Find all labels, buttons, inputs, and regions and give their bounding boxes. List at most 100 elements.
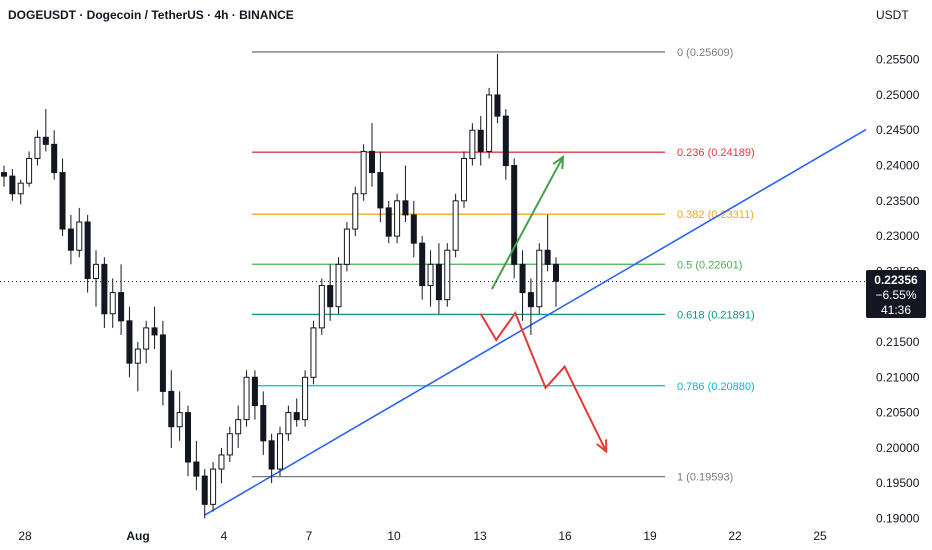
price-badge-change: −6.55% [875,288,916,302]
candle-body [486,94,493,152]
x-tick-label-5: 13 [473,529,487,543]
y-tick-label-4: 0.23500 [876,194,920,208]
bearish-arrow [479,310,608,452]
candle-body [427,263,434,287]
candle-body [84,221,91,279]
candle-body [360,150,367,195]
candle-48 [402,165,409,222]
candle-40 [335,257,342,314]
x-tick-label-3: 7 [306,529,313,543]
candle-63 [527,278,534,335]
candle-body [394,200,401,237]
candle-34 [285,405,292,441]
candle-body [193,461,200,477]
y-tick-label-12: 0.19500 [876,476,920,490]
candle-23 [193,440,200,491]
candle-42 [352,186,359,237]
candle-body [201,475,208,505]
candle-body [9,175,16,195]
candle-51 [427,250,434,307]
candle-2 [17,179,24,205]
candle-0 [0,165,8,187]
candle-body [168,390,175,428]
candle-body [502,115,509,167]
candle-4 [34,130,41,166]
candle-17 [143,320,150,364]
y-tick-label-13: 0.19000 [876,511,920,525]
candle-32 [268,433,275,484]
y-tick-label-1: 0.25000 [876,88,920,102]
candle-28 [235,405,242,448]
candle-body [268,440,275,470]
candle-13 [109,278,116,328]
candle-65 [544,214,551,272]
candle-12 [101,257,108,328]
candle-body [151,327,158,336]
x-tick-label-7: 19 [643,529,657,543]
candle-53 [444,243,451,307]
candle-body [59,172,66,230]
y-tick-label-3: 0.24000 [876,159,920,173]
candle-41 [343,222,350,272]
chart-title: DOGEUSDT · Dogecoin / TetherUS · 4h · BI… [8,8,294,22]
bullish-arrow [491,156,564,290]
price-badge-bg [866,270,926,318]
candle-46 [385,200,392,244]
candle-body [0,172,8,177]
fib-label-5: 0.786 (0.20880) [677,381,755,393]
candle-24 [201,469,208,519]
candle-body [26,157,33,184]
x-tick-label-2: 4 [221,529,228,543]
candle-body [318,285,325,329]
candle-body [260,405,267,442]
candle-43 [360,144,367,201]
candle-body [352,193,359,230]
candle-60 [502,109,509,180]
candle-body [327,285,334,308]
candle-35 [293,398,300,427]
candle-62 [519,250,526,321]
candle-59 [494,54,501,124]
x-tick-label-0: 28 [18,529,32,543]
candle-body [419,242,426,287]
candle-36 [302,370,309,427]
fib-label-1: 0.236 (0.24189) [677,147,755,159]
candle-body [17,182,24,195]
candle-body [34,136,41,159]
price-badge-countdown: 41:36 [881,303,911,317]
candle-9 [76,207,83,258]
candle-body [460,157,468,202]
y-tick-label-8: 0.21500 [876,335,920,349]
candle-22 [184,405,192,477]
fib-label-4: 0.618 (0.21891) [677,309,755,321]
fibonacci-levels: 0 (0.25609) 0.236 (0.24189) 0.382 (0.23311… [252,47,755,484]
candle-10 [84,214,91,293]
candle-body [552,263,560,282]
candle-body [76,221,83,251]
x-axis[interactable]: 28 Aug 4 7 10 13 16 19 22 25 [18,529,827,543]
candle-body [51,143,58,174]
candle-18 [151,306,158,350]
candle-26 [218,447,225,484]
candle-body [134,348,141,364]
candle-54 [452,193,459,258]
fib-label-0: 0 (0.25609) [677,47,733,59]
trendline [204,128,867,516]
bearish-arrow-head [596,439,608,454]
y-tick-label-5: 0.23000 [876,229,920,243]
candle-body [477,129,484,152]
candle-6 [51,130,58,180]
candle-21 [176,391,183,441]
candle-body [293,412,300,421]
candle-16 [134,342,141,392]
candle-body [377,172,384,209]
x-tick-label-8: 22 [728,529,742,543]
candles [0,54,560,519]
candle-39 [327,264,334,321]
candle-20 [168,370,175,448]
fib-label-2: 0.382 (0.23311) [677,209,754,221]
candle-56 [469,123,476,166]
candle-body [251,376,258,407]
candle-body [235,419,242,435]
